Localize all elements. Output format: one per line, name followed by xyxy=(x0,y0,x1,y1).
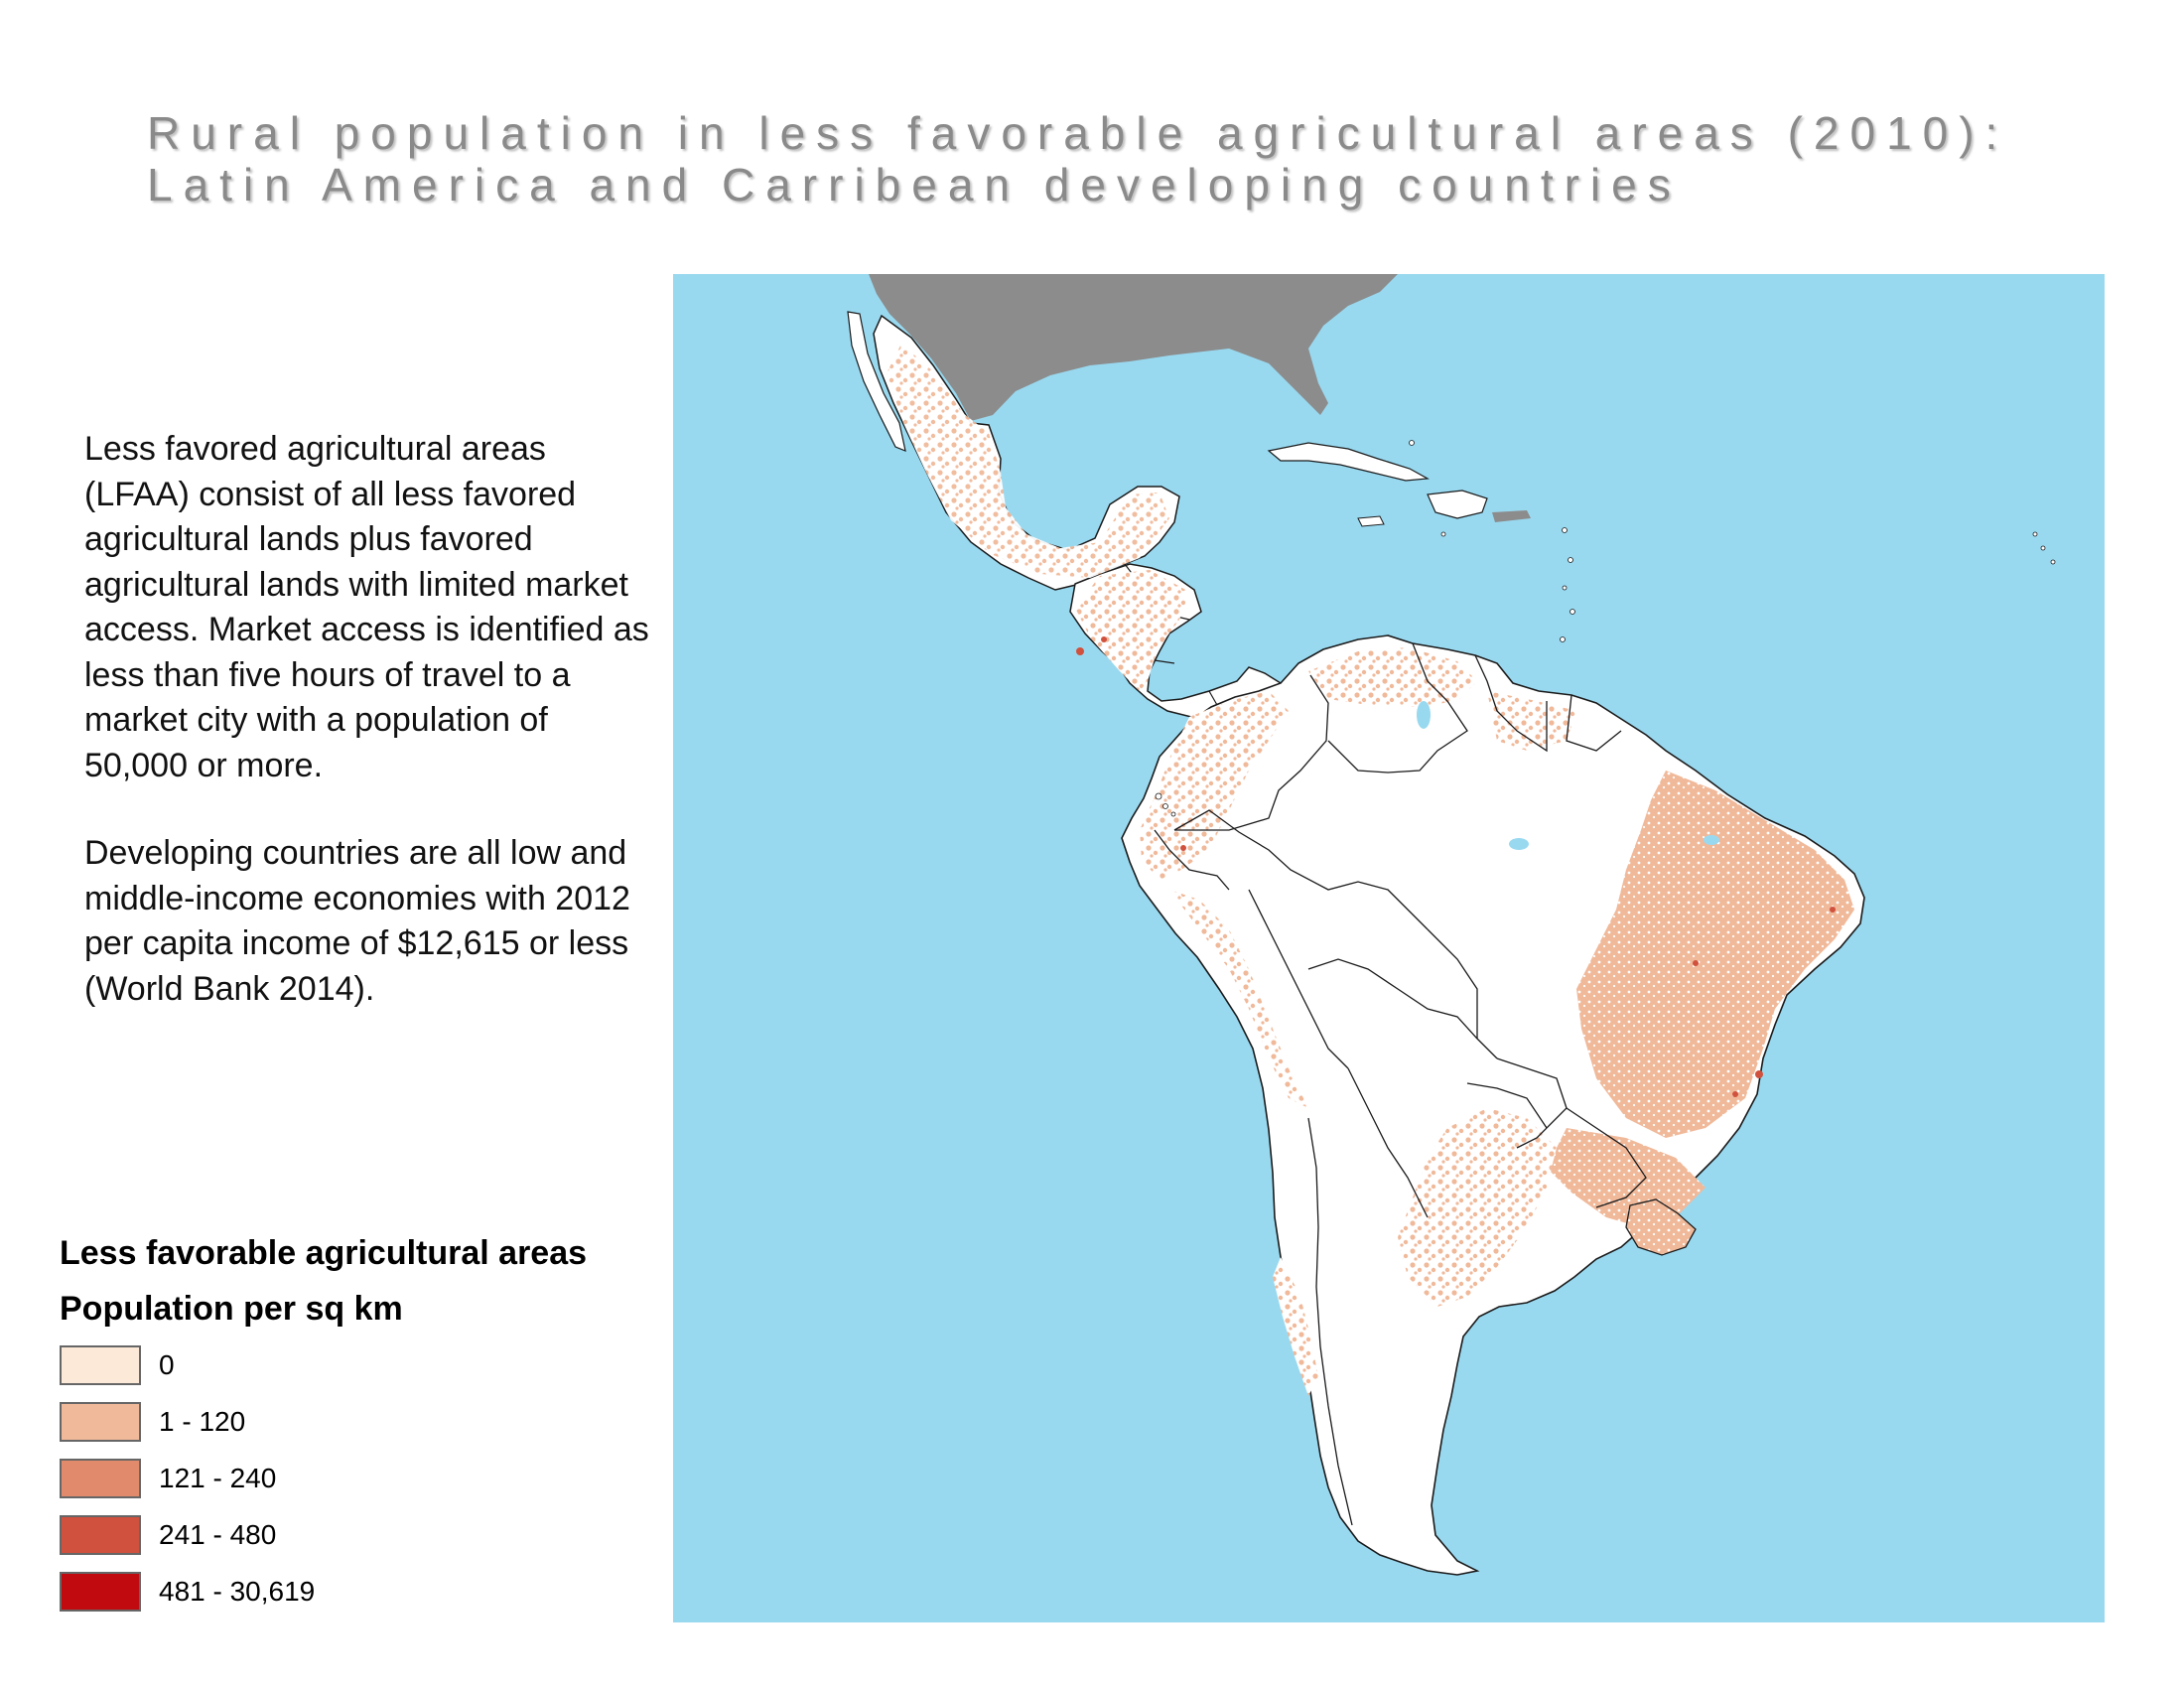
uruguay-land xyxy=(1625,1198,1697,1256)
map-title-line-1: Rural population in less favorable agric… xyxy=(147,107,2009,159)
map-frame xyxy=(673,274,2105,1622)
map-legend: Less favorable agricultural areas Popula… xyxy=(60,1231,675,1627)
legend-title: Less favorable agricultural areas xyxy=(60,1234,588,1272)
lfaa-area-southern-brazil xyxy=(1547,1128,1706,1227)
legend-item: 1 - 120 xyxy=(60,1401,675,1443)
lfaa-area-peru-bolivia xyxy=(1169,890,1308,1108)
legend-item: 121 - 240 xyxy=(60,1458,675,1499)
lfaa-area-paraguay-argentina xyxy=(1398,1108,1557,1307)
country-borders xyxy=(1154,642,1647,1526)
lfaa-area-northeast-brazil xyxy=(1576,771,1854,1138)
lfaa-area-northern-andes xyxy=(1140,691,1289,880)
legend-swatch xyxy=(60,1515,141,1555)
lfaa-area-central-america xyxy=(1075,570,1189,691)
hispaniola-land xyxy=(1427,490,1488,519)
lfaa-area-guianas xyxy=(1487,691,1576,751)
legend-label: 1 - 120 xyxy=(159,1406,246,1437)
map-title: Rural population in less favorable agric… xyxy=(147,107,2008,211)
legend-swatch xyxy=(60,1345,141,1385)
map-canvas xyxy=(847,274,2056,1576)
legend-label: 481 - 30,619 xyxy=(159,1576,316,1607)
puerto-rico-land xyxy=(1492,510,1531,522)
developing-countries-text: Developing countries are all low and mid… xyxy=(84,834,630,962)
legend-swatch xyxy=(60,1402,141,1442)
description-text: Less favored agricultural areas (LFAA) c… xyxy=(84,427,650,1055)
high-density-spots xyxy=(1076,636,1836,1097)
jamaica-land xyxy=(1357,515,1385,527)
developing-countries-definition: Developing countries are all low and mid… xyxy=(84,831,650,1012)
legend-label: 121 - 240 xyxy=(159,1463,277,1493)
lakes xyxy=(1417,701,1719,850)
legend-item: 0 xyxy=(60,1344,675,1386)
legend-label: 0 xyxy=(159,1349,175,1380)
citation: (World Bank 2014). xyxy=(84,969,375,1008)
mexico-land xyxy=(873,314,1180,591)
legend-swatch xyxy=(60,1572,141,1612)
lfaa-area-mexico xyxy=(887,344,1169,578)
united-states-land xyxy=(869,274,1398,421)
lfaa-area-venezuela xyxy=(1308,647,1477,707)
legend-item: 241 - 480 xyxy=(60,1514,675,1556)
legend-swatch xyxy=(60,1459,141,1498)
baja-california-land xyxy=(847,311,906,452)
legend-item: 481 - 30,619 xyxy=(60,1571,675,1613)
lfaa-density-areas xyxy=(887,344,1854,1396)
lfaa-definition: Less favored agricultural areas (LFAA) c… xyxy=(84,430,649,784)
lfaa-area-chile xyxy=(1273,1257,1318,1396)
legend-label: 241 - 480 xyxy=(159,1519,277,1550)
legend-subtitle: Population per sq km xyxy=(60,1290,403,1328)
cuba-land xyxy=(1267,442,1430,482)
small-islands xyxy=(1155,440,2056,817)
map-title-line-2: Latin America and Carribean developing c… xyxy=(147,159,1682,211)
